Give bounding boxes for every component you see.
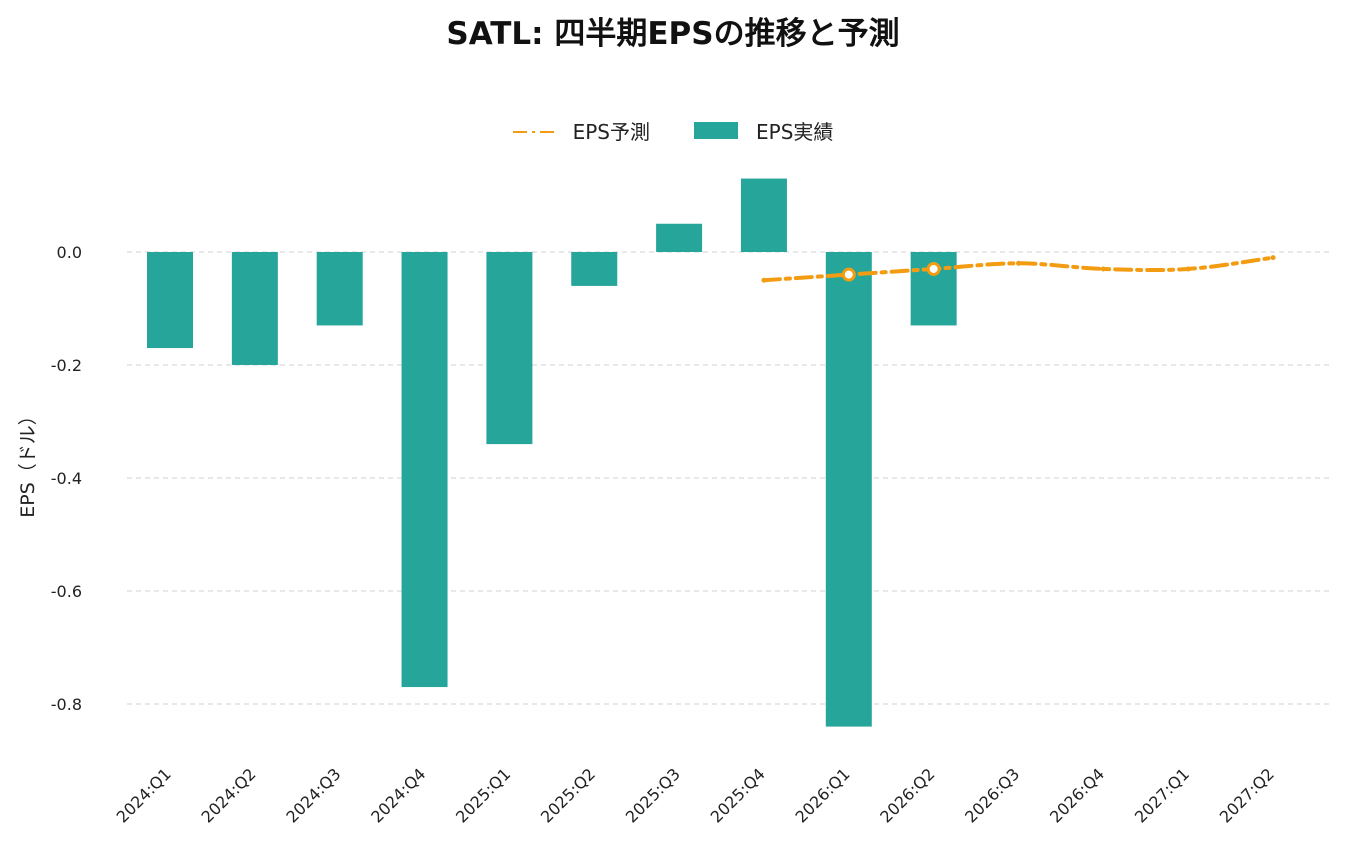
bar-eps-actual [486,252,533,445]
y-axis-label: EPS（ドル） [17,406,39,518]
bar-eps-actual [401,252,448,688]
forecast-point-highlight [841,267,856,282]
line-eps-forecast [761,255,1276,283]
forecast-point [1100,266,1106,272]
y-tick-label: -0.4 [51,469,82,488]
bar-eps-actual [316,252,363,326]
legend: EPS予測 EPS実績 [0,116,1346,145]
x-tick-label: 2027:Q2 [1216,764,1278,826]
legend-label-actual: EPS実績 [756,120,834,144]
x-tick-label: 2024:Q1 [113,764,175,826]
y-tick-label: 0.0 [57,243,82,262]
bar-eps-actual [825,252,872,727]
x-tick-label: 2025:Q2 [537,764,599,826]
y-tick-label: -0.6 [51,582,82,601]
forecast-point-highlight [926,261,941,276]
x-tick-label: 2027:Q1 [1131,764,1193,826]
x-tick-label: 2025:Q4 [707,764,769,826]
grid-lines [127,251,1330,705]
forecast-point [1270,255,1276,261]
x-tick-label: 2026:Q3 [961,764,1023,826]
bar-eps-actual [740,178,787,252]
x-tick-labels: 2024:Q1 2024:Q2 2024:Q3 2024:Q4 2025:Q1 2025:… [113,764,1278,826]
x-tick-label: 2025:Q3 [622,764,684,826]
forecast-point [1185,266,1191,272]
legend-item-actual: EPS実績 [694,116,833,145]
x-tick-label: 2026:Q1 [791,764,853,826]
x-tick-label: 2026:Q2 [876,764,938,826]
bar-eps-actual [656,223,703,252]
legend-swatch-actual [694,122,738,139]
bars-eps-actual [147,178,957,727]
bar-eps-actual [571,252,618,286]
y-tick-label: -0.2 [51,356,82,375]
y-tick-label: -0.8 [51,695,82,714]
chart-title: SATL: 四半期EPSの推移と予測 [446,16,900,52]
legend-item-forecast: EPS予測 [512,116,650,145]
forecast-point [761,277,767,283]
forecast-point [1016,260,1021,266]
x-tick-label: 2024:Q2 [198,764,260,826]
legend-label-forecast: EPS予測 [572,120,650,144]
x-tick-label: 2024:Q3 [282,764,344,826]
bar-eps-actual [231,252,278,365]
y-tick-labels: 0.0 -0.2 -0.4 -0.6 -0.8 [51,243,82,714]
x-tick-label: 2024:Q4 [367,764,429,826]
x-tick-label: 2025:Q1 [452,764,514,826]
bar-eps-actual [147,252,193,349]
x-tick-label: 2026:Q4 [1046,764,1108,826]
